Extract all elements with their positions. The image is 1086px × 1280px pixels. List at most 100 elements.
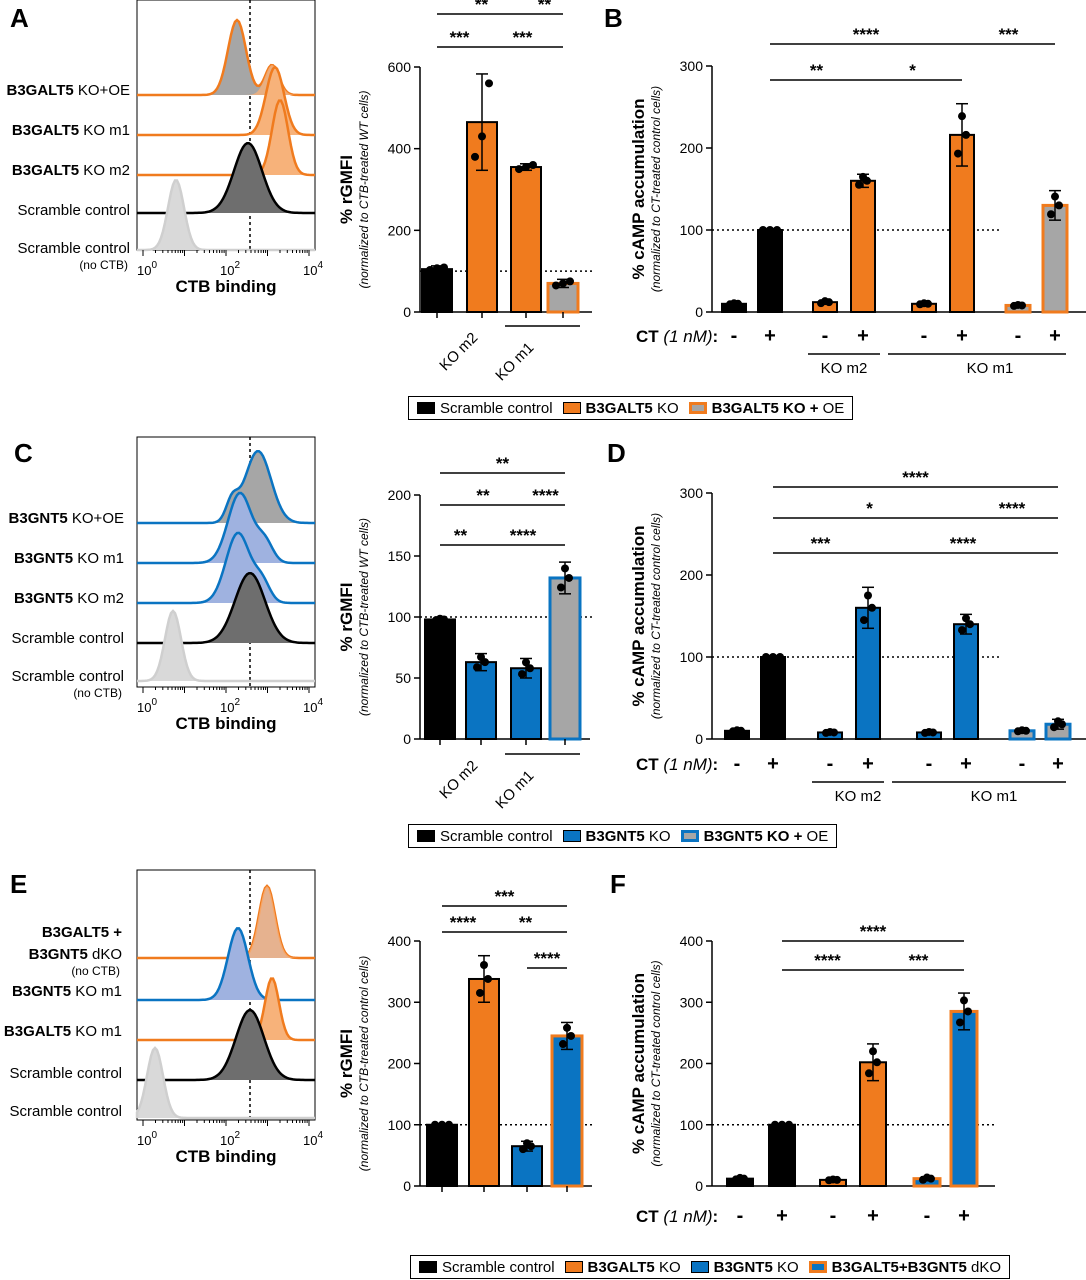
legend-entry: B3GALT5 KO <box>564 1259 681 1276</box>
significance-stars: *** <box>811 534 831 553</box>
histogram-curve-4 <box>137 609 315 683</box>
histogram-curve-4 <box>135 1046 315 1120</box>
ct-sign: + <box>958 1205 970 1227</box>
data-point <box>1054 717 1062 726</box>
bar-dko- <box>949 1009 979 1188</box>
histogram-curve-3 <box>137 1008 315 1082</box>
data-point <box>865 1069 873 1078</box>
data-point <box>561 564 569 573</box>
ct-sign: + <box>767 753 779 775</box>
ct-dose-label: CT (1 nM): <box>636 755 718 774</box>
y-axis-sublabel: (normalized to CT-treated control cells) <box>649 86 663 292</box>
y-tick-label: 200 <box>388 222 412 238</box>
data-point <box>730 299 738 308</box>
y-axis-sublabel: (normalized to CTB-treated WT cells) <box>357 518 371 716</box>
legend-swatch <box>690 1261 709 1273</box>
significance-stars: **** <box>902 468 929 487</box>
significance-stars: ** <box>476 486 490 505</box>
category-label-ko-m1-c: KO m1 <box>492 767 537 812</box>
y-tick-label: 400 <box>388 141 412 157</box>
legend-ef: Scramble control B3GALT5 KO B3GNT5 KO B3GAL… <box>410 1255 1011 1279</box>
data-point <box>440 263 448 272</box>
ct-sign: - <box>1019 753 1026 775</box>
data-point <box>1018 726 1026 735</box>
legend-swatch <box>808 1261 827 1273</box>
legend-label: B3GNT5 KO <box>585 827 671 845</box>
y-tick-label: 0 <box>695 731 703 747</box>
histogram-no-ctb-label: (no CTB) <box>79 258 128 272</box>
histogram-x-label: CTB binding <box>175 714 276 733</box>
bar-b3galt5-ko-m1 <box>510 166 542 313</box>
histogram-row-label-2: B3GNT5 KO m2 <box>14 590 124 607</box>
histogram-tick-label: 100 <box>137 1130 157 1148</box>
data-point <box>766 226 774 234</box>
ct-sign: + <box>862 753 874 775</box>
histogram-tick-label: 100 <box>137 697 157 715</box>
histogram-tick-label: 102 <box>220 697 240 715</box>
histogram-curve-0 <box>137 18 315 97</box>
significance-stars: * <box>909 61 916 80</box>
ct-sign: + <box>867 1205 879 1227</box>
legend-label: B3GALT5 KO <box>585 399 679 417</box>
data-point <box>484 974 492 983</box>
histogram-fill-0 <box>137 886 315 958</box>
legend-entry: Scramble control <box>419 1259 555 1276</box>
data-point <box>773 226 781 234</box>
histogram-row-label-1: B3GALT5 KO m1 <box>12 122 130 139</box>
legend-swatch <box>680 830 699 842</box>
ct-sign: - <box>830 1205 837 1227</box>
data-point <box>964 1007 972 1016</box>
data-point <box>733 726 741 735</box>
y-tick-label: 0 <box>403 731 411 747</box>
data-point <box>1050 723 1058 732</box>
y-axis-sublabel: (normalized to CT-treated control cells) <box>649 513 663 719</box>
data-point <box>431 1120 439 1129</box>
panel-letter-f: F <box>610 869 626 899</box>
bar-scramble-control <box>421 268 453 313</box>
data-point <box>736 1173 744 1182</box>
significance-stars: ** <box>810 61 824 80</box>
y-tick-label: 200 <box>680 140 704 156</box>
data-point <box>485 79 493 88</box>
histogram-row-label-e5: Scramble control <box>9 1103 122 1120</box>
y-tick-label: 600 <box>388 59 412 75</box>
y-tick-label: 50 <box>395 670 411 686</box>
data-point <box>566 277 574 286</box>
legend-entry: B3GALT5 KO <box>562 399 679 417</box>
legend-label: B3GNT5 KO <box>713 1258 799 1276</box>
y-axis-sublabel: (normalized to CT-treated control cells) <box>649 960 663 1166</box>
y-axis-label: % cAMP accumulation <box>629 525 648 706</box>
data-point <box>559 279 567 288</box>
group-label-ko-m1: KO m1 <box>967 360 1014 377</box>
histogram-row-label-e4: Scramble control <box>9 1065 122 1082</box>
significance-stars: **** <box>860 922 887 941</box>
ct-sign: - <box>924 1205 931 1227</box>
data-point <box>821 297 829 306</box>
ct-sign: - <box>734 753 741 775</box>
y-tick-label: 200 <box>680 567 704 583</box>
data-point <box>864 591 872 600</box>
data-point <box>966 620 974 629</box>
legend-label: B3GNT5 KO + OE <box>703 827 829 845</box>
data-point <box>855 180 863 189</box>
legend-label: Scramble control <box>440 399 553 417</box>
y-axis-label: % rGMFI <box>337 1029 356 1098</box>
legend-swatch <box>417 830 435 842</box>
histogram-row-label-3: Scramble control <box>17 202 130 219</box>
bar-scramble- <box>768 1123 796 1187</box>
data-point <box>1051 192 1059 201</box>
y-tick-label: 100 <box>680 649 704 665</box>
data-point <box>769 653 777 661</box>
ct-sign: - <box>921 325 928 347</box>
bar-scramble- <box>760 656 786 740</box>
ct-sign: - <box>737 1205 744 1227</box>
y-tick-label: 0 <box>695 304 703 320</box>
histogram-row-label-1: B3GNT5 dKO <box>29 946 122 963</box>
bar-b3galt5-ko <box>468 977 500 1187</box>
y-tick-label: 300 <box>680 58 704 74</box>
significance-stars: **** <box>853 25 880 44</box>
significance-stars: ** <box>454 526 468 545</box>
panel-letter-b: B <box>604 3 623 33</box>
data-point <box>478 132 486 141</box>
